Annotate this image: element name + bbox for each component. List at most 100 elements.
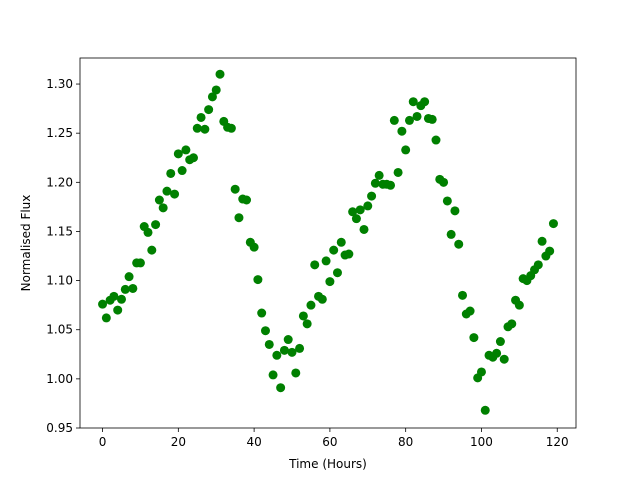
data-point xyxy=(298,311,308,321)
data-point xyxy=(166,168,176,178)
data-point xyxy=(408,97,418,107)
data-point xyxy=(192,123,202,133)
data-point xyxy=(401,145,411,155)
data-point xyxy=(260,326,270,336)
data-point xyxy=(143,227,153,237)
data-point xyxy=(272,350,282,360)
data-point xyxy=(120,284,130,294)
data-point xyxy=(476,367,486,377)
data-point xyxy=(351,214,361,224)
data-point xyxy=(545,246,555,256)
data-point xyxy=(412,111,422,121)
data-point xyxy=(439,177,449,187)
y-tick-label: 1.05 xyxy=(46,323,73,337)
data-point xyxy=(469,333,479,343)
data-point xyxy=(181,145,191,155)
data-point xyxy=(386,180,396,190)
x-axis-label: Time (Hours) xyxy=(288,457,367,471)
data-point xyxy=(291,368,301,378)
data-point xyxy=(276,383,286,393)
y-tick-label: 1.00 xyxy=(46,372,73,386)
data-point xyxy=(151,220,161,230)
data-point xyxy=(98,299,108,309)
data-point xyxy=(177,166,187,176)
data-point xyxy=(317,294,327,304)
data-point xyxy=(442,196,452,206)
data-point xyxy=(495,337,505,347)
data-point xyxy=(283,335,293,345)
data-point xyxy=(162,186,172,196)
data-point xyxy=(200,124,210,134)
data-point xyxy=(492,348,502,358)
data-point xyxy=(226,123,236,133)
data-point xyxy=(332,268,342,278)
data-point xyxy=(533,260,543,270)
data-point xyxy=(128,283,138,293)
data-point xyxy=(548,219,558,229)
data-point xyxy=(537,236,547,246)
data-point xyxy=(158,203,168,213)
data-point xyxy=(325,277,335,287)
data-point xyxy=(431,135,441,145)
data-point xyxy=(302,319,312,329)
data-point xyxy=(321,256,331,266)
data-point xyxy=(230,184,240,194)
x-tick-label: 120 xyxy=(546,435,569,449)
data-point xyxy=(404,115,414,125)
data-point xyxy=(480,405,490,415)
data-point xyxy=(147,245,157,255)
data-point xyxy=(499,354,509,364)
x-tick-label: 60 xyxy=(322,435,337,449)
data-point xyxy=(154,195,164,205)
data-point xyxy=(124,272,134,282)
data-point xyxy=(135,258,145,268)
data-point xyxy=(242,195,252,205)
data-point xyxy=(113,305,123,315)
data-point xyxy=(188,153,198,163)
data-point xyxy=(264,339,274,349)
data-point xyxy=(374,170,384,180)
data-point xyxy=(367,191,377,201)
data-point xyxy=(249,242,259,252)
y-axis-label: Normalised Flux xyxy=(19,195,33,292)
data-point xyxy=(170,189,180,199)
data-point xyxy=(116,294,126,304)
y-tick-label: 1.15 xyxy=(46,224,73,238)
y-tick-label: 0.95 xyxy=(46,421,73,435)
x-tick-label: 80 xyxy=(398,435,413,449)
data-point xyxy=(514,300,524,310)
data-point xyxy=(253,275,263,285)
data-point xyxy=(173,149,183,159)
data-point xyxy=(344,249,354,259)
data-point xyxy=(397,126,407,136)
data-point xyxy=(427,114,437,124)
data-point xyxy=(454,239,464,249)
data-point xyxy=(329,245,339,255)
data-point xyxy=(196,112,206,122)
data-point xyxy=(295,343,305,353)
x-tick-label: 40 xyxy=(246,435,261,449)
x-tick-label: 20 xyxy=(171,435,186,449)
data-point xyxy=(420,97,430,107)
data-point xyxy=(306,300,316,310)
data-point xyxy=(310,260,320,270)
data-point xyxy=(370,178,380,188)
data-point xyxy=(446,229,456,239)
data-point xyxy=(257,308,267,318)
data-point xyxy=(359,224,369,234)
y-tick-label: 1.20 xyxy=(46,175,73,189)
data-point xyxy=(287,347,297,357)
y-tick-label: 1.25 xyxy=(46,126,73,140)
data-point xyxy=(268,370,278,380)
data-point xyxy=(458,290,468,300)
y-tick-label: 1.30 xyxy=(46,77,73,91)
data-point xyxy=(211,85,221,95)
data-point xyxy=(465,306,475,316)
data-point xyxy=(363,201,373,211)
data-point xyxy=(336,237,346,247)
data-point xyxy=(279,345,289,355)
data-point xyxy=(204,105,214,115)
x-tick-label: 0 xyxy=(99,435,107,449)
y-tick-label: 1.10 xyxy=(46,274,73,288)
